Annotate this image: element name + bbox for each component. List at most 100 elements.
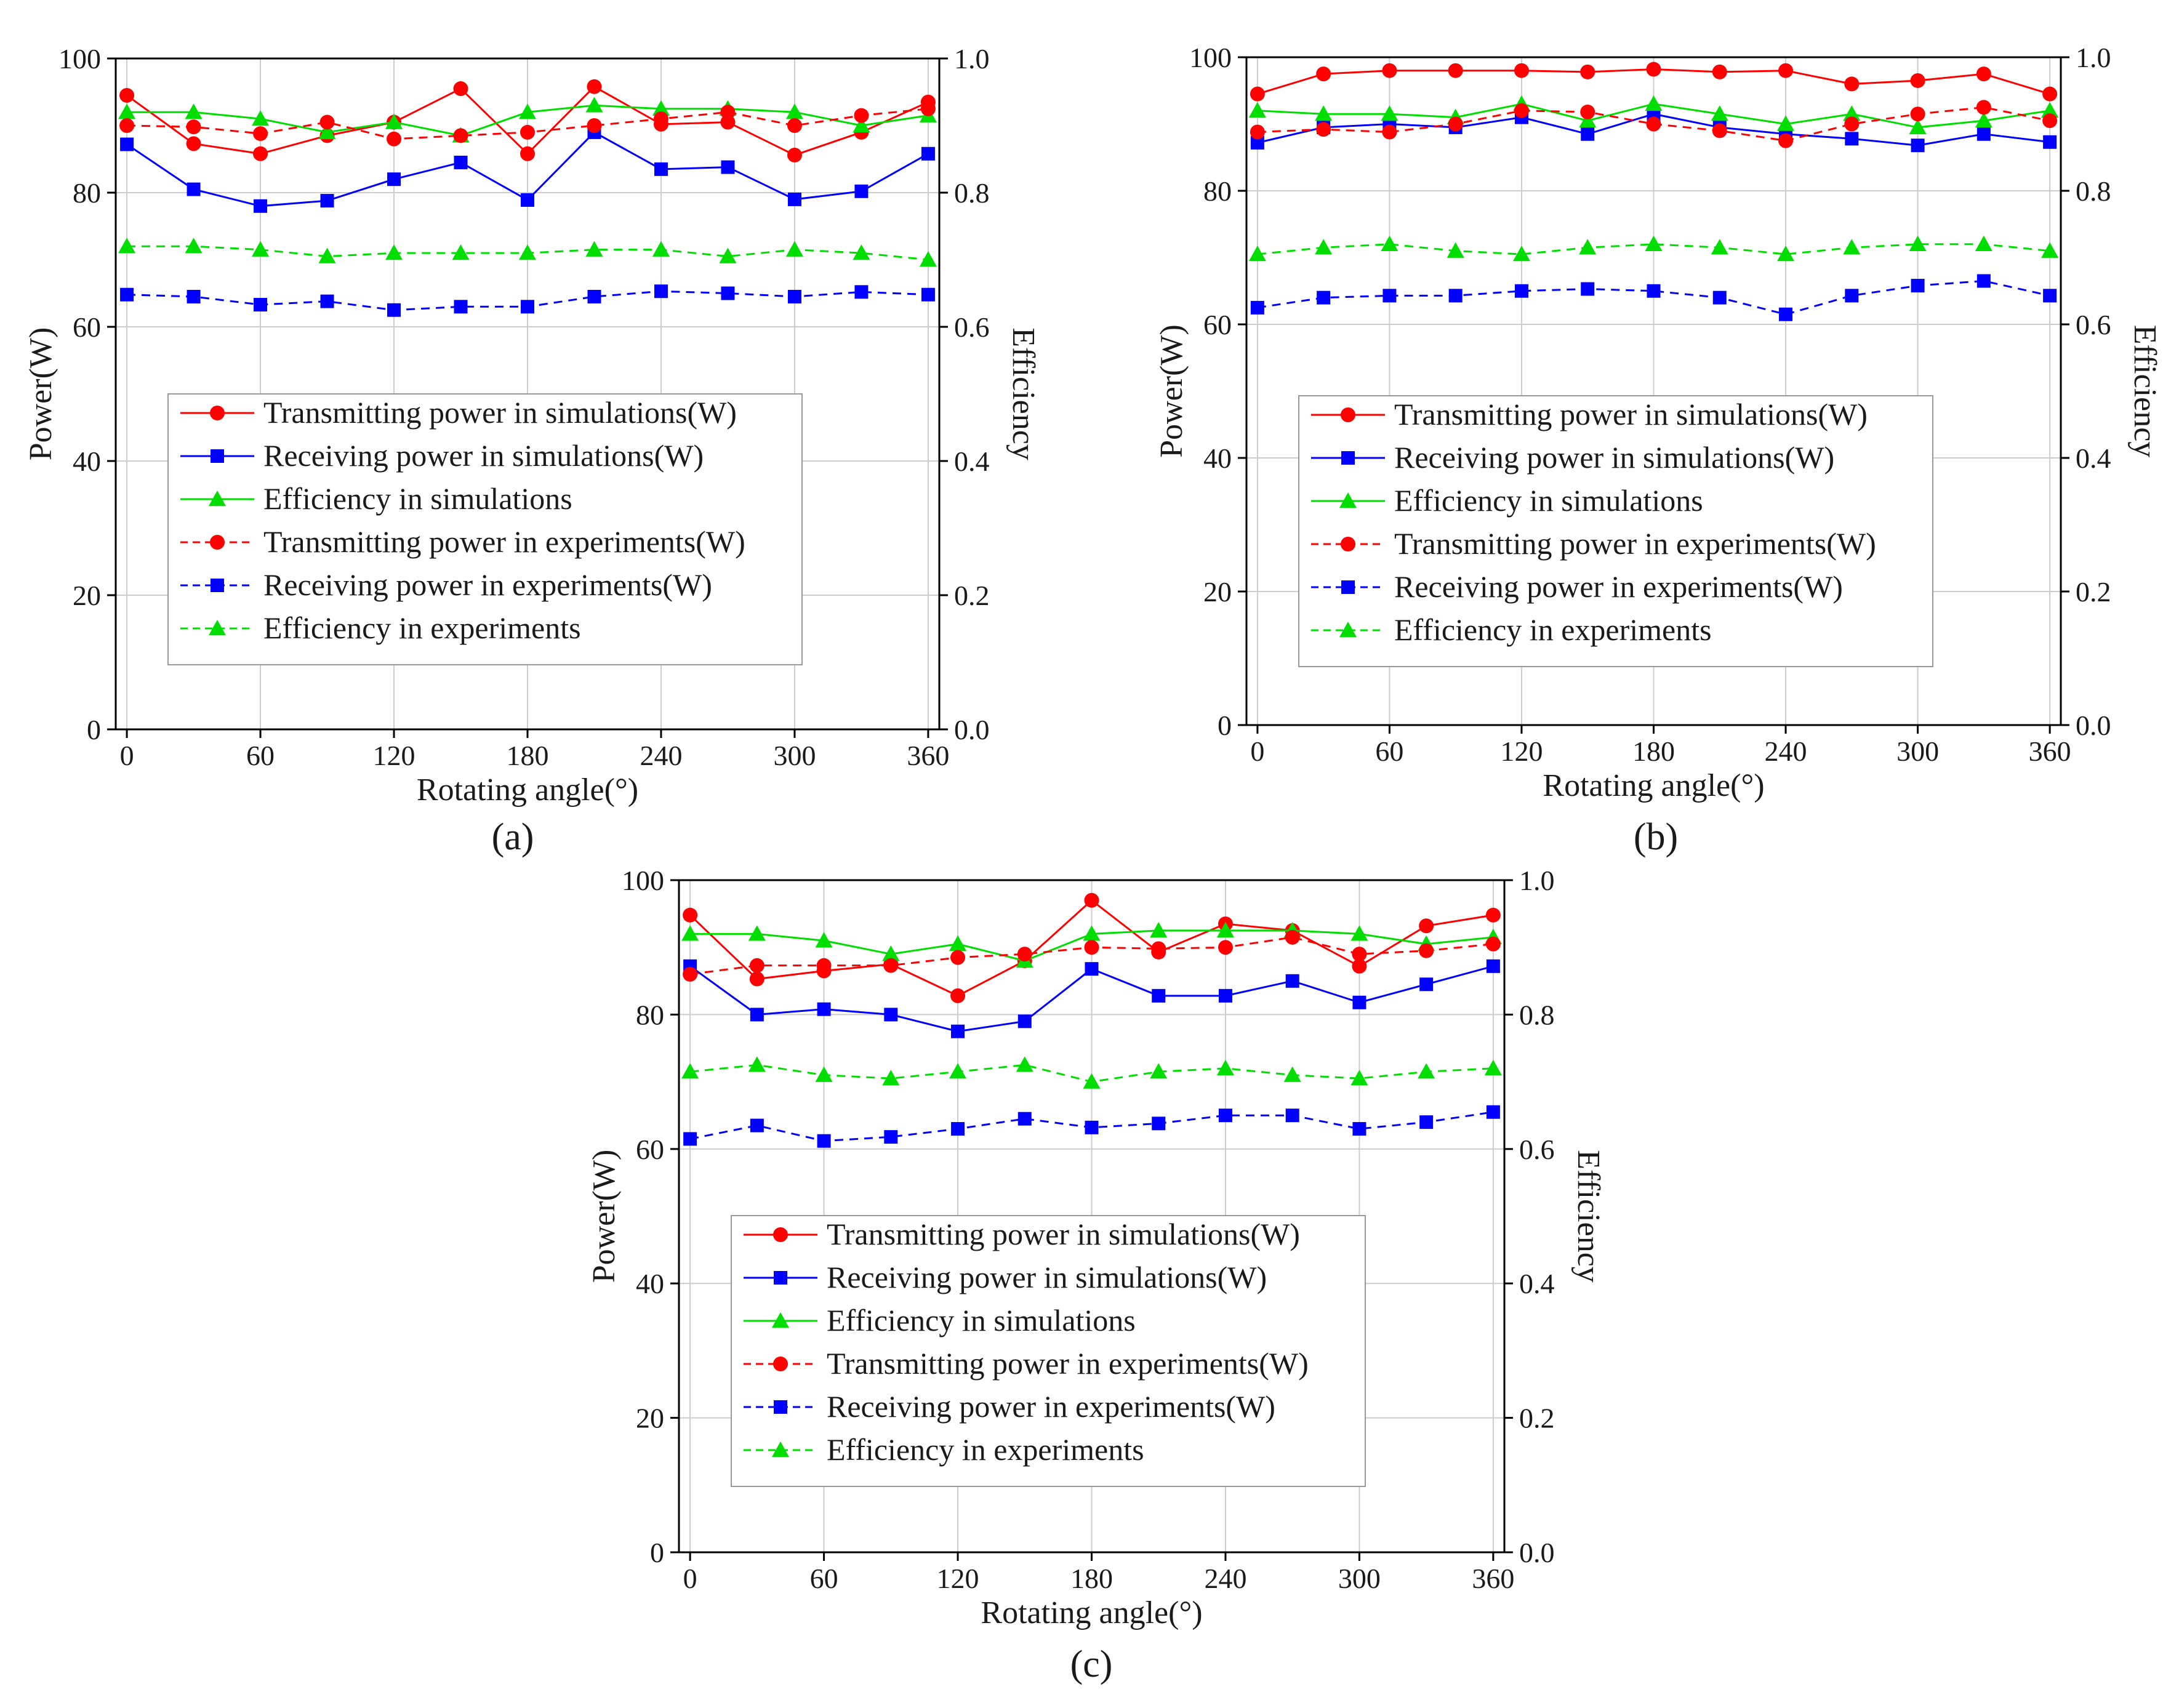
- legend-marker: [774, 1400, 787, 1414]
- data-point: [1448, 289, 1463, 303]
- data-point: [185, 238, 203, 254]
- data-point: [787, 118, 802, 133]
- x-tick-label: 60: [810, 1563, 838, 1594]
- data-point: [1352, 1122, 1366, 1136]
- data-point: [1382, 289, 1397, 303]
- data-point: [1381, 235, 1399, 251]
- data-point: [1909, 235, 1927, 251]
- data-point: [119, 87, 135, 103]
- legend-label: Efficiency in experiments: [1394, 612, 1712, 647]
- series-6: [118, 238, 937, 267]
- legend-marker: [1339, 492, 1357, 508]
- data-point: [1646, 62, 1661, 77]
- legend-label: Transmitting power in experiments(W): [263, 524, 745, 559]
- legend-label: Transmitting power in simulations(W): [263, 395, 737, 430]
- data-point: [1778, 133, 1794, 148]
- chart-panel-b: 0 60 120 180 240 300 360 0 20 40 60 80 100 0.0 0.2 0.4 0…: [1154, 42, 2162, 858]
- data-point: [1975, 235, 1992, 251]
- y-tick-label: 20: [1203, 576, 1232, 607]
- data-point: [683, 907, 698, 923]
- data-point: [787, 289, 801, 303]
- x-tick-label: 180: [1070, 1563, 1113, 1594]
- legend-label: Efficiency in experiments: [263, 611, 581, 645]
- data-point: [882, 945, 900, 961]
- legend-marker: [772, 1441, 789, 1457]
- x-tick-label: 240: [640, 740, 682, 771]
- data-point: [884, 1130, 898, 1144]
- data-point: [2042, 113, 2058, 129]
- data-point: [187, 182, 201, 196]
- data-point: [1843, 239, 1861, 255]
- data-point: [1646, 116, 1661, 132]
- y2-tick-label: 0.4: [954, 446, 990, 477]
- y2-axis-title: Efficiency: [1006, 327, 1041, 460]
- data-point: [720, 105, 736, 120]
- data-point: [1845, 289, 1859, 303]
- legend-label: Transmitting power in experiments(W): [1394, 526, 1876, 561]
- series-1: [119, 79, 936, 162]
- data-point: [1350, 925, 1368, 941]
- data-point: [1218, 988, 1232, 1003]
- x-tick-label: 180: [1632, 736, 1675, 767]
- data-point: [1512, 246, 1530, 262]
- legend-label: Efficiency in simulations: [263, 481, 572, 516]
- data-point: [587, 118, 602, 133]
- y-tick-label: 100: [1189, 42, 1232, 73]
- chart-panel-a: 0 60 120 180 240 300 360 0 20 40 60 80 100 0.0 0.2 0.4 0…: [23, 43, 1041, 858]
- y-tick-label: 80: [636, 999, 664, 1030]
- data-point: [387, 172, 401, 186]
- data-point: [454, 155, 468, 169]
- data-point: [949, 1063, 967, 1079]
- data-point: [587, 79, 602, 94]
- data-point: [1084, 940, 1099, 955]
- data-point: [186, 136, 201, 151]
- data-point: [1711, 105, 1728, 121]
- legend-label: Receiving power in experiments(W): [1394, 569, 1843, 604]
- x-tick-label: 360: [2029, 736, 2071, 767]
- legend-label: Receiving power in simulations(W): [1394, 440, 1834, 475]
- data-point: [950, 950, 966, 965]
- data-point: [1843, 105, 1861, 121]
- y-tick-label: 20: [73, 580, 101, 611]
- data-point: [1315, 239, 1333, 255]
- data-point: [1581, 282, 1595, 296]
- data-point: [683, 1132, 697, 1146]
- x-tick-label: 240: [1204, 1563, 1246, 1594]
- data-point: [1382, 63, 1397, 78]
- data-point: [1485, 936, 1501, 952]
- data-point: [1580, 104, 1595, 119]
- y-tick-label: 60: [636, 1134, 664, 1165]
- data-point: [1283, 1066, 1301, 1082]
- data-point: [454, 300, 468, 314]
- data-point: [1250, 135, 1264, 150]
- data-point: [1350, 1070, 1368, 1086]
- legend-marker: [774, 1271, 787, 1285]
- y2-tick-label: 0.8: [1519, 999, 1555, 1030]
- data-point: [1152, 1117, 1166, 1131]
- data-point: [318, 247, 336, 263]
- data-point: [1381, 105, 1399, 121]
- y-tick-label: 20: [636, 1403, 664, 1434]
- data-point: [1316, 66, 1331, 82]
- data-point: [1248, 102, 1266, 118]
- legend-label: Efficiency in simulations: [827, 1303, 1136, 1337]
- data-point: [2043, 289, 2057, 303]
- y2-tick-label: 0.6: [954, 311, 990, 343]
- data-point: [1083, 925, 1101, 941]
- data-point: [748, 1056, 766, 1072]
- data-point: [853, 244, 870, 260]
- data-point: [883, 958, 899, 973]
- data-point: [320, 294, 334, 308]
- y-tick-label: 40: [73, 446, 101, 477]
- data-point: [1844, 116, 1860, 132]
- data-point: [817, 1134, 831, 1148]
- data-point: [1419, 943, 1434, 958]
- legend-marker: [772, 1312, 789, 1328]
- data-point: [853, 117, 870, 133]
- series-5: [1250, 274, 2057, 321]
- data-point: [120, 287, 134, 302]
- data-point: [748, 925, 766, 941]
- data-point: [1419, 1115, 1434, 1129]
- data-point: [1218, 1109, 1232, 1123]
- data-point: [1216, 1059, 1234, 1075]
